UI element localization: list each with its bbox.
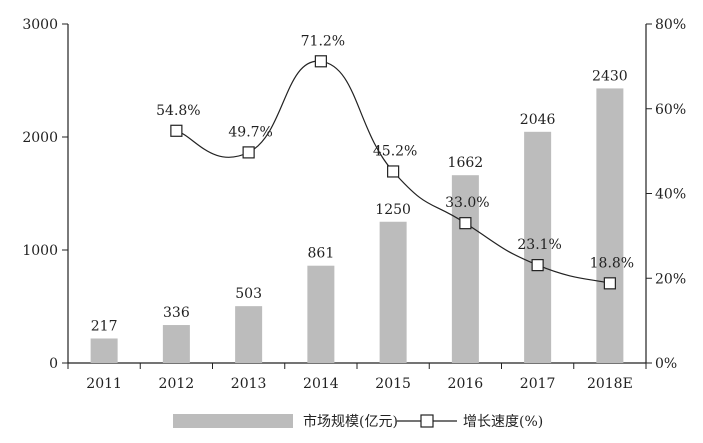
bar-value-label: 2046 xyxy=(520,112,556,128)
bar xyxy=(524,131,552,363)
x-tick-label: 2013 xyxy=(231,376,267,392)
line-marker xyxy=(531,259,544,272)
line-value-label: 54.8% xyxy=(156,103,200,119)
line-value-label: 71.2% xyxy=(301,33,345,49)
line-value-label: 33.0% xyxy=(445,195,489,211)
legend: 市场规模(亿元) 增长速度(%) xyxy=(173,413,543,430)
x-tick-label: 2011 xyxy=(86,376,122,392)
x-tick-label: 2015 xyxy=(375,376,411,392)
x-tick-label: 2017 xyxy=(520,376,556,392)
bar xyxy=(162,325,190,363)
y-right-tick-label: 20% xyxy=(655,271,686,287)
line-series: 54.8% 49.7% 71.2% 45.2% 33.0% 23.1% 18.8% xyxy=(156,33,634,290)
y-left-tick-label: 0 xyxy=(49,356,58,372)
y-left-tick-label: 1000 xyxy=(22,243,58,259)
bar xyxy=(379,221,407,363)
x-tick-label: 2014 xyxy=(303,376,339,392)
y-left-tick-label: 3000 xyxy=(22,17,58,33)
bar xyxy=(307,265,335,363)
y-left-tick-label: 2000 xyxy=(22,130,58,146)
line-marker xyxy=(314,55,327,68)
x-tick-label: 2016 xyxy=(448,376,484,392)
y-right-tick-label: 0% xyxy=(655,356,677,372)
bar-value-label: 503 xyxy=(235,286,262,302)
bar-value-label: 861 xyxy=(308,246,335,262)
line-value-label: 49.7% xyxy=(228,124,272,140)
bar-value-label: 1662 xyxy=(448,155,484,171)
line-value-label: 18.8% xyxy=(590,255,634,271)
x-tick-label: 2012 xyxy=(159,376,195,392)
bar-value-label: 217 xyxy=(91,318,118,334)
bar-value-label: 336 xyxy=(163,305,190,321)
line-marker xyxy=(459,217,472,230)
line-value-label: 23.1% xyxy=(517,237,561,253)
line-marker xyxy=(170,124,183,137)
y-right-tick-label: 60% xyxy=(655,102,686,118)
legend-line-marker xyxy=(420,414,434,428)
bar-value-label: 2430 xyxy=(592,68,628,84)
line-value-label: 45.2% xyxy=(373,143,417,159)
line-marker xyxy=(603,277,616,290)
bar xyxy=(596,88,624,363)
bar-series: 217 336 503 861 1250 1662 2046 2430 xyxy=(90,68,628,363)
bar xyxy=(235,306,263,363)
line-marker xyxy=(242,146,255,159)
line-marker xyxy=(387,165,400,178)
y-right-tick-label: 40% xyxy=(655,187,686,203)
axes: 0 1000 2000 3000 0% 20% 40% 60% 80% 2011 2012 2013 2… xyxy=(22,17,686,392)
legend-bar-swatch xyxy=(173,414,293,428)
legend-bar-label: 市场规模(亿元) xyxy=(303,413,398,430)
x-tick-label: 2018E xyxy=(587,376,633,392)
legend-line-label: 增长速度(%) xyxy=(463,414,543,430)
bar xyxy=(90,338,118,363)
bar xyxy=(451,175,479,363)
bar-value-label: 1250 xyxy=(375,202,411,218)
y-right-tick-label: 80% xyxy=(655,17,686,33)
